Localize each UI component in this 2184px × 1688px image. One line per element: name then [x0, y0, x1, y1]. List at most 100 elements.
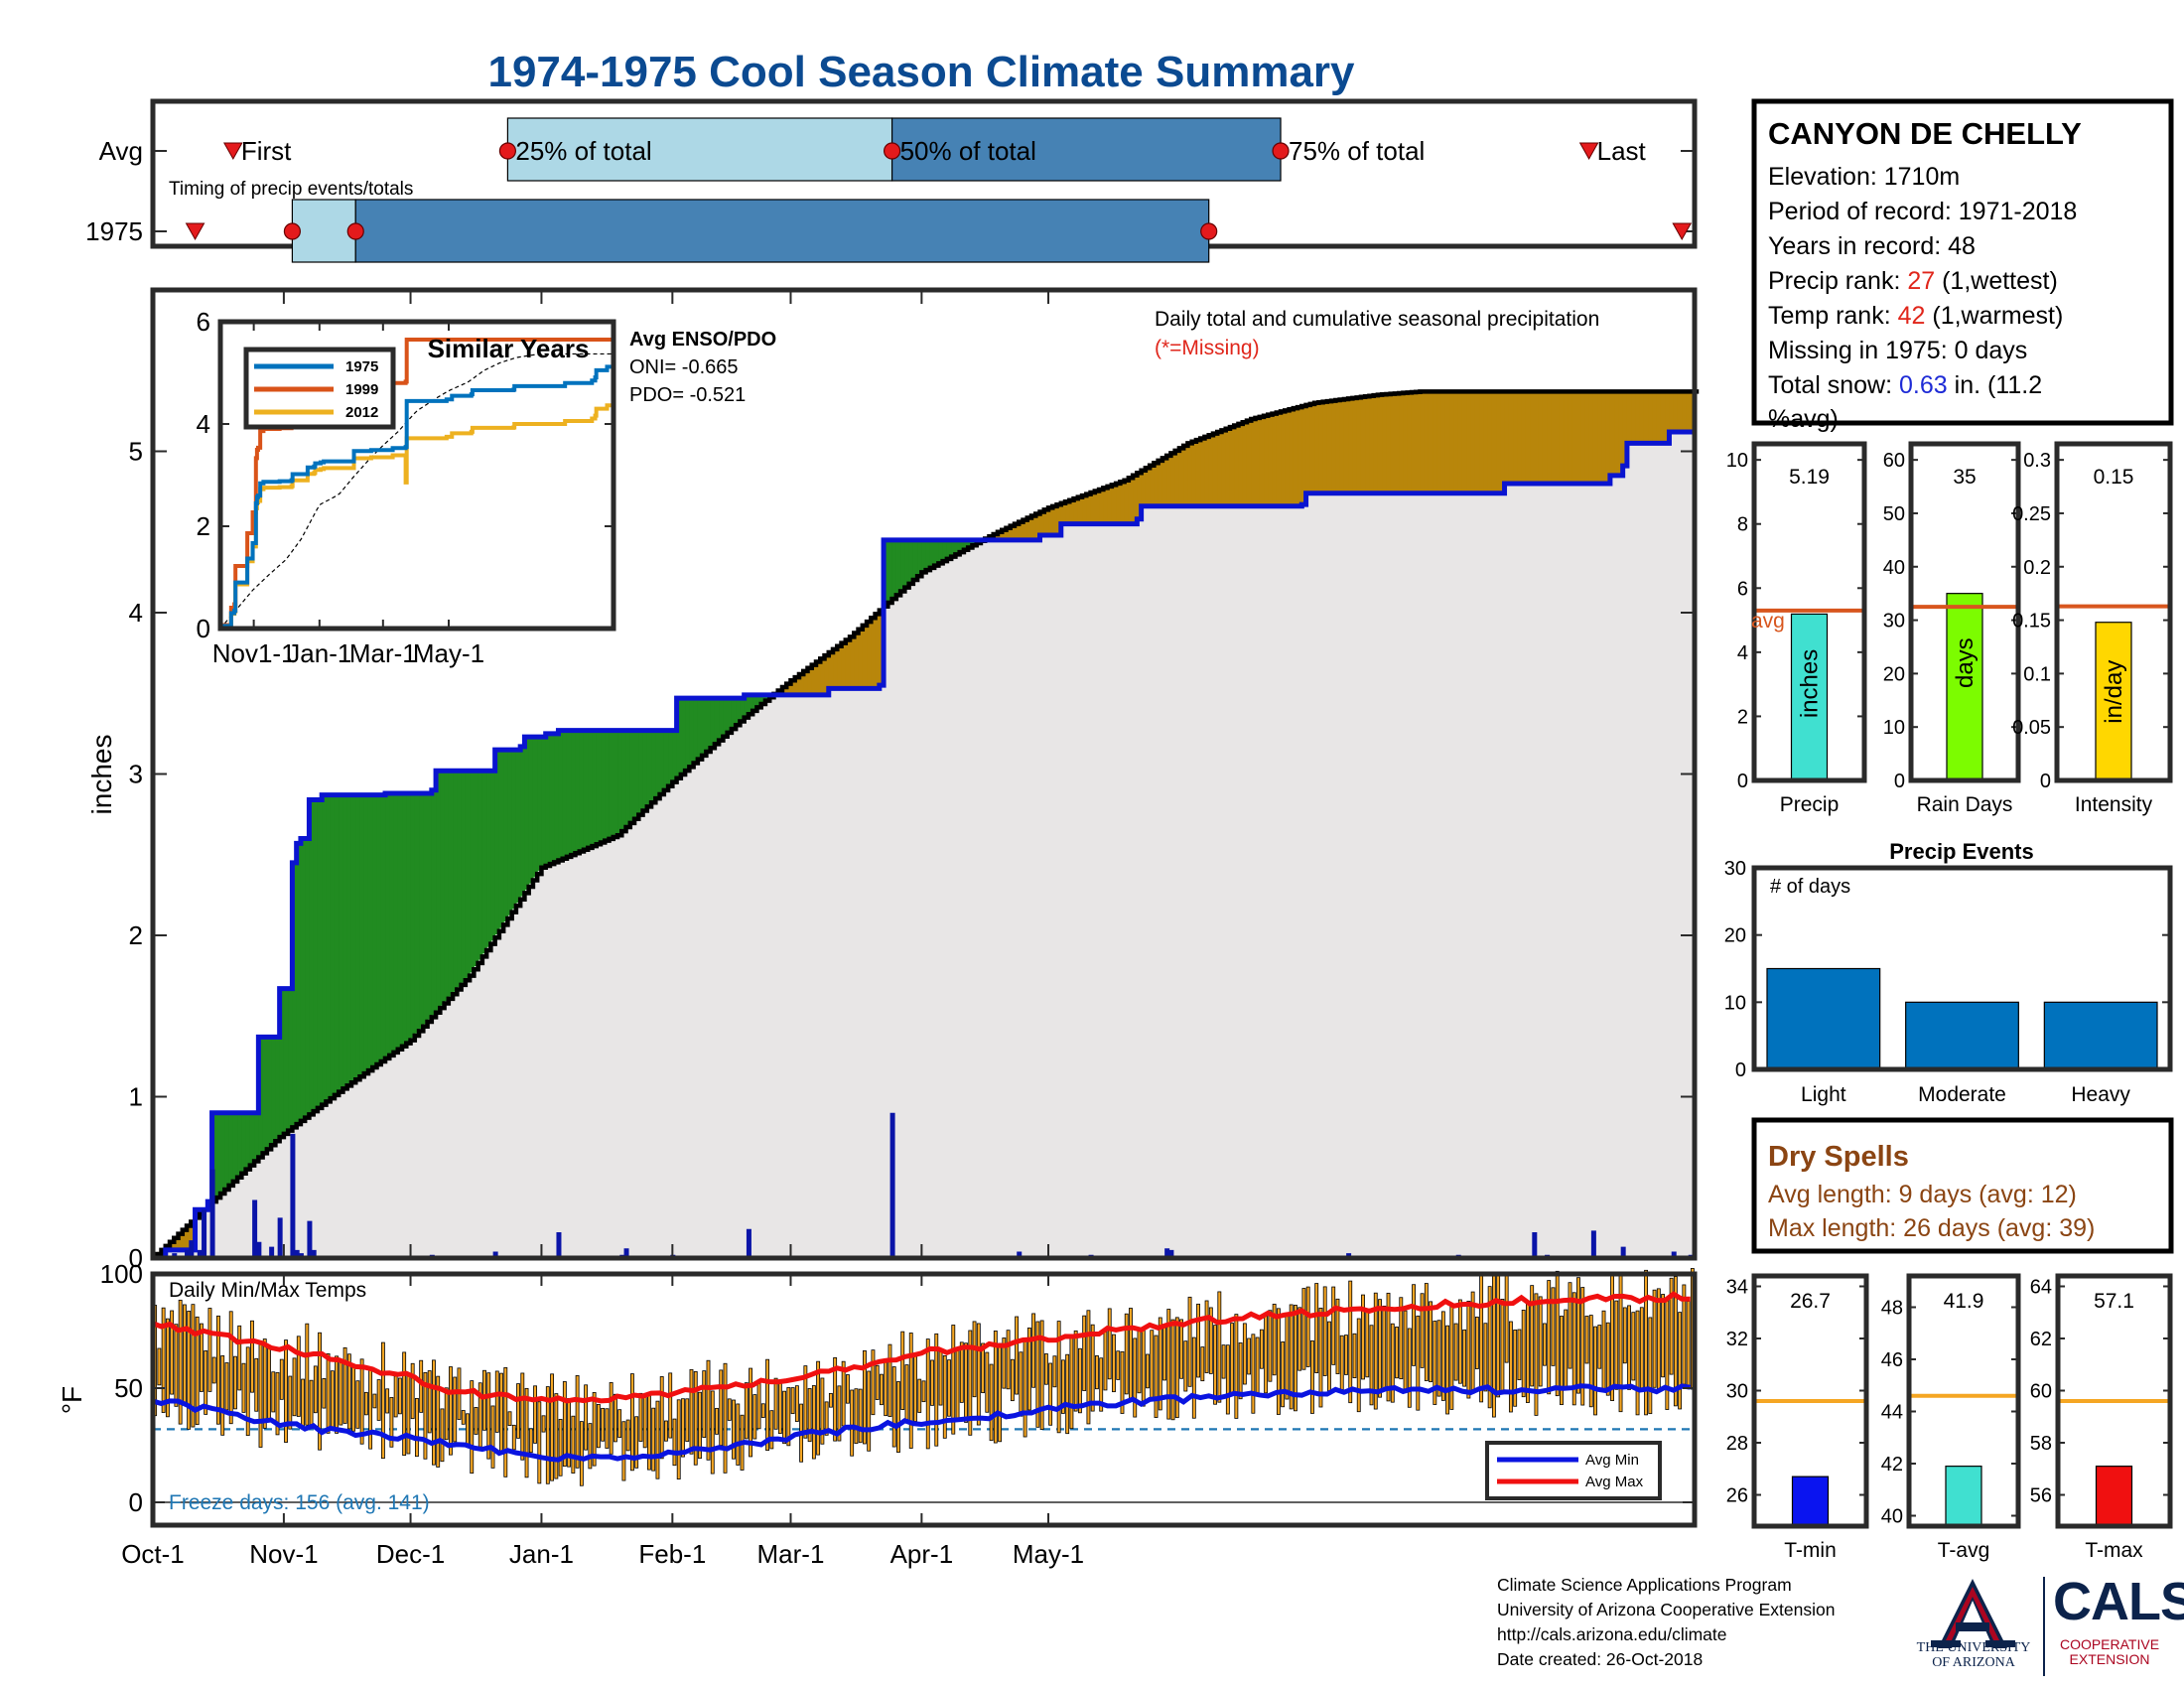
daily-temp-bar — [1635, 1310, 1640, 1416]
daily-temp-bar — [335, 1355, 340, 1434]
daily-temp-bar — [575, 1375, 580, 1469]
daily-temp-bar — [1521, 1310, 1526, 1398]
temp-summary-y-tick-label: 46 — [1881, 1349, 1903, 1371]
above-average-fill — [744, 694, 750, 716]
daily-temp-bar — [1204, 1300, 1209, 1373]
temp-summary-y-tick-label: 64 — [2030, 1277, 2052, 1299]
above-average-fill — [241, 1112, 247, 1172]
daily-temp-bar — [1496, 1274, 1501, 1398]
temps-y-tick-label: 50 — [114, 1373, 143, 1403]
avg-min-temp-line — [152, 1383, 1692, 1463]
below-average-fill — [1242, 421, 1248, 506]
below-average-fill — [1597, 391, 1602, 484]
above-average-fill — [723, 698, 729, 735]
precip-y-tick-label: 1 — [129, 1082, 143, 1112]
below-average-fill — [1369, 395, 1375, 493]
daily-temp-bar — [170, 1310, 175, 1395]
daily-temp-bar — [921, 1380, 926, 1403]
daily-temp-bar — [908, 1333, 913, 1449]
daily-temp-bar — [1622, 1307, 1627, 1364]
timing-avg-percent-marker — [498, 142, 517, 160]
below-average-fill — [1639, 391, 1645, 444]
daily-temp-bar — [1555, 1270, 1560, 1397]
daily-temp-bar — [1627, 1305, 1631, 1390]
temps-y-axis-label: °F — [57, 1386, 87, 1414]
below-average-fill — [1461, 391, 1467, 493]
below-average-fill — [1187, 442, 1193, 506]
above-average-fill — [465, 771, 471, 978]
below-average-fill — [1335, 399, 1341, 493]
daily-temp-bar — [981, 1342, 985, 1394]
above-average-fill — [478, 771, 483, 960]
daily-temp-bar — [351, 1365, 356, 1432]
above-average-fill — [503, 750, 509, 922]
daily-precip-bar — [1620, 1246, 1626, 1258]
above-average-fill — [929, 539, 935, 567]
daily-temp-bar — [1424, 1283, 1429, 1381]
station-period: Period of record: 1971-2018 — [1768, 198, 2077, 225]
below-average-fill — [1491, 391, 1497, 493]
daily-temp-bar — [537, 1401, 542, 1484]
below-average-fill — [1073, 497, 1079, 524]
summary-y-tick-label: 10 — [1883, 717, 1905, 739]
daily-temp-bar — [1373, 1292, 1378, 1410]
below-average-fill — [1208, 434, 1214, 506]
timing-1975-percent-marker — [346, 222, 364, 240]
below-average-fill — [1339, 399, 1345, 493]
above-average-fill — [609, 730, 614, 838]
above-average-fill — [731, 698, 737, 728]
missing-note: (*=Missing) — [1155, 337, 1260, 359]
daily-temp-bar — [1078, 1347, 1082, 1414]
daily-temp-bar — [723, 1362, 728, 1474]
daily-temp-bar — [301, 1378, 305, 1430]
below-average-fill — [997, 530, 1003, 540]
daily-temp-bar — [925, 1338, 930, 1450]
daily-temp-bar — [1547, 1280, 1552, 1395]
above-average-fill — [363, 794, 369, 1072]
daily-temp-bar — [900, 1331, 905, 1410]
precip-events-category-label: Heavy — [2071, 1083, 2130, 1106]
timing-avg-last-marker — [1578, 142, 1599, 161]
daily-temp-bar — [1174, 1317, 1179, 1419]
daily-temp-bar — [524, 1387, 529, 1478]
daily-temp-bar — [1517, 1329, 1522, 1380]
above-average-fill — [275, 1037, 281, 1140]
daily-temp-bar — [1344, 1335, 1348, 1375]
daily-temp-bar — [1221, 1344, 1226, 1379]
x-axis-month-label: Apr-1 — [890, 1539, 954, 1569]
footer-url[interactable]: http://cals.arizona.edu/climate — [1497, 1624, 1727, 1644]
daily-temp-bar — [681, 1398, 685, 1458]
below-average-fill — [1069, 498, 1075, 524]
summary-avg-text: avg — [1751, 610, 1785, 633]
daily-temp-bar — [1002, 1337, 1007, 1389]
daily-temp-bar — [436, 1375, 441, 1468]
daily-temp-bar — [672, 1418, 677, 1467]
daily-temp-bar — [444, 1387, 449, 1441]
daily-temp-bar — [1453, 1323, 1458, 1381]
daily-temp-bar — [850, 1389, 855, 1457]
below-average-fill — [174, 1235, 180, 1250]
summary-label-Precip: Precip — [1780, 793, 1840, 816]
logo-divider — [2043, 1577, 2045, 1676]
daily-temp-bar — [1513, 1330, 1518, 1407]
below-average-fill — [841, 641, 847, 689]
daily-temp-bar — [1073, 1330, 1078, 1412]
daily-temp-bar — [955, 1346, 960, 1420]
above-average-fill — [934, 539, 939, 565]
daily-temp-bar — [1631, 1312, 1636, 1381]
above-average-fill — [659, 730, 665, 792]
below-average-fill — [1128, 477, 1134, 524]
below-average-fill — [1500, 391, 1506, 493]
daily-temp-bar — [777, 1381, 782, 1435]
daily-temp-bar — [305, 1323, 310, 1426]
temp-summary-y-tick-label: 60 — [2030, 1381, 2052, 1403]
daily-temp-bar — [1466, 1301, 1471, 1399]
daily-temp-bar — [423, 1371, 428, 1460]
above-average-fill — [342, 794, 348, 1087]
below-average-fill — [1082, 494, 1087, 524]
above-average-fill — [448, 771, 454, 997]
above-average-fill — [300, 838, 306, 1120]
timing-avg-50-75-bar — [890, 117, 1282, 182]
daily-temp-bar — [1056, 1321, 1061, 1434]
